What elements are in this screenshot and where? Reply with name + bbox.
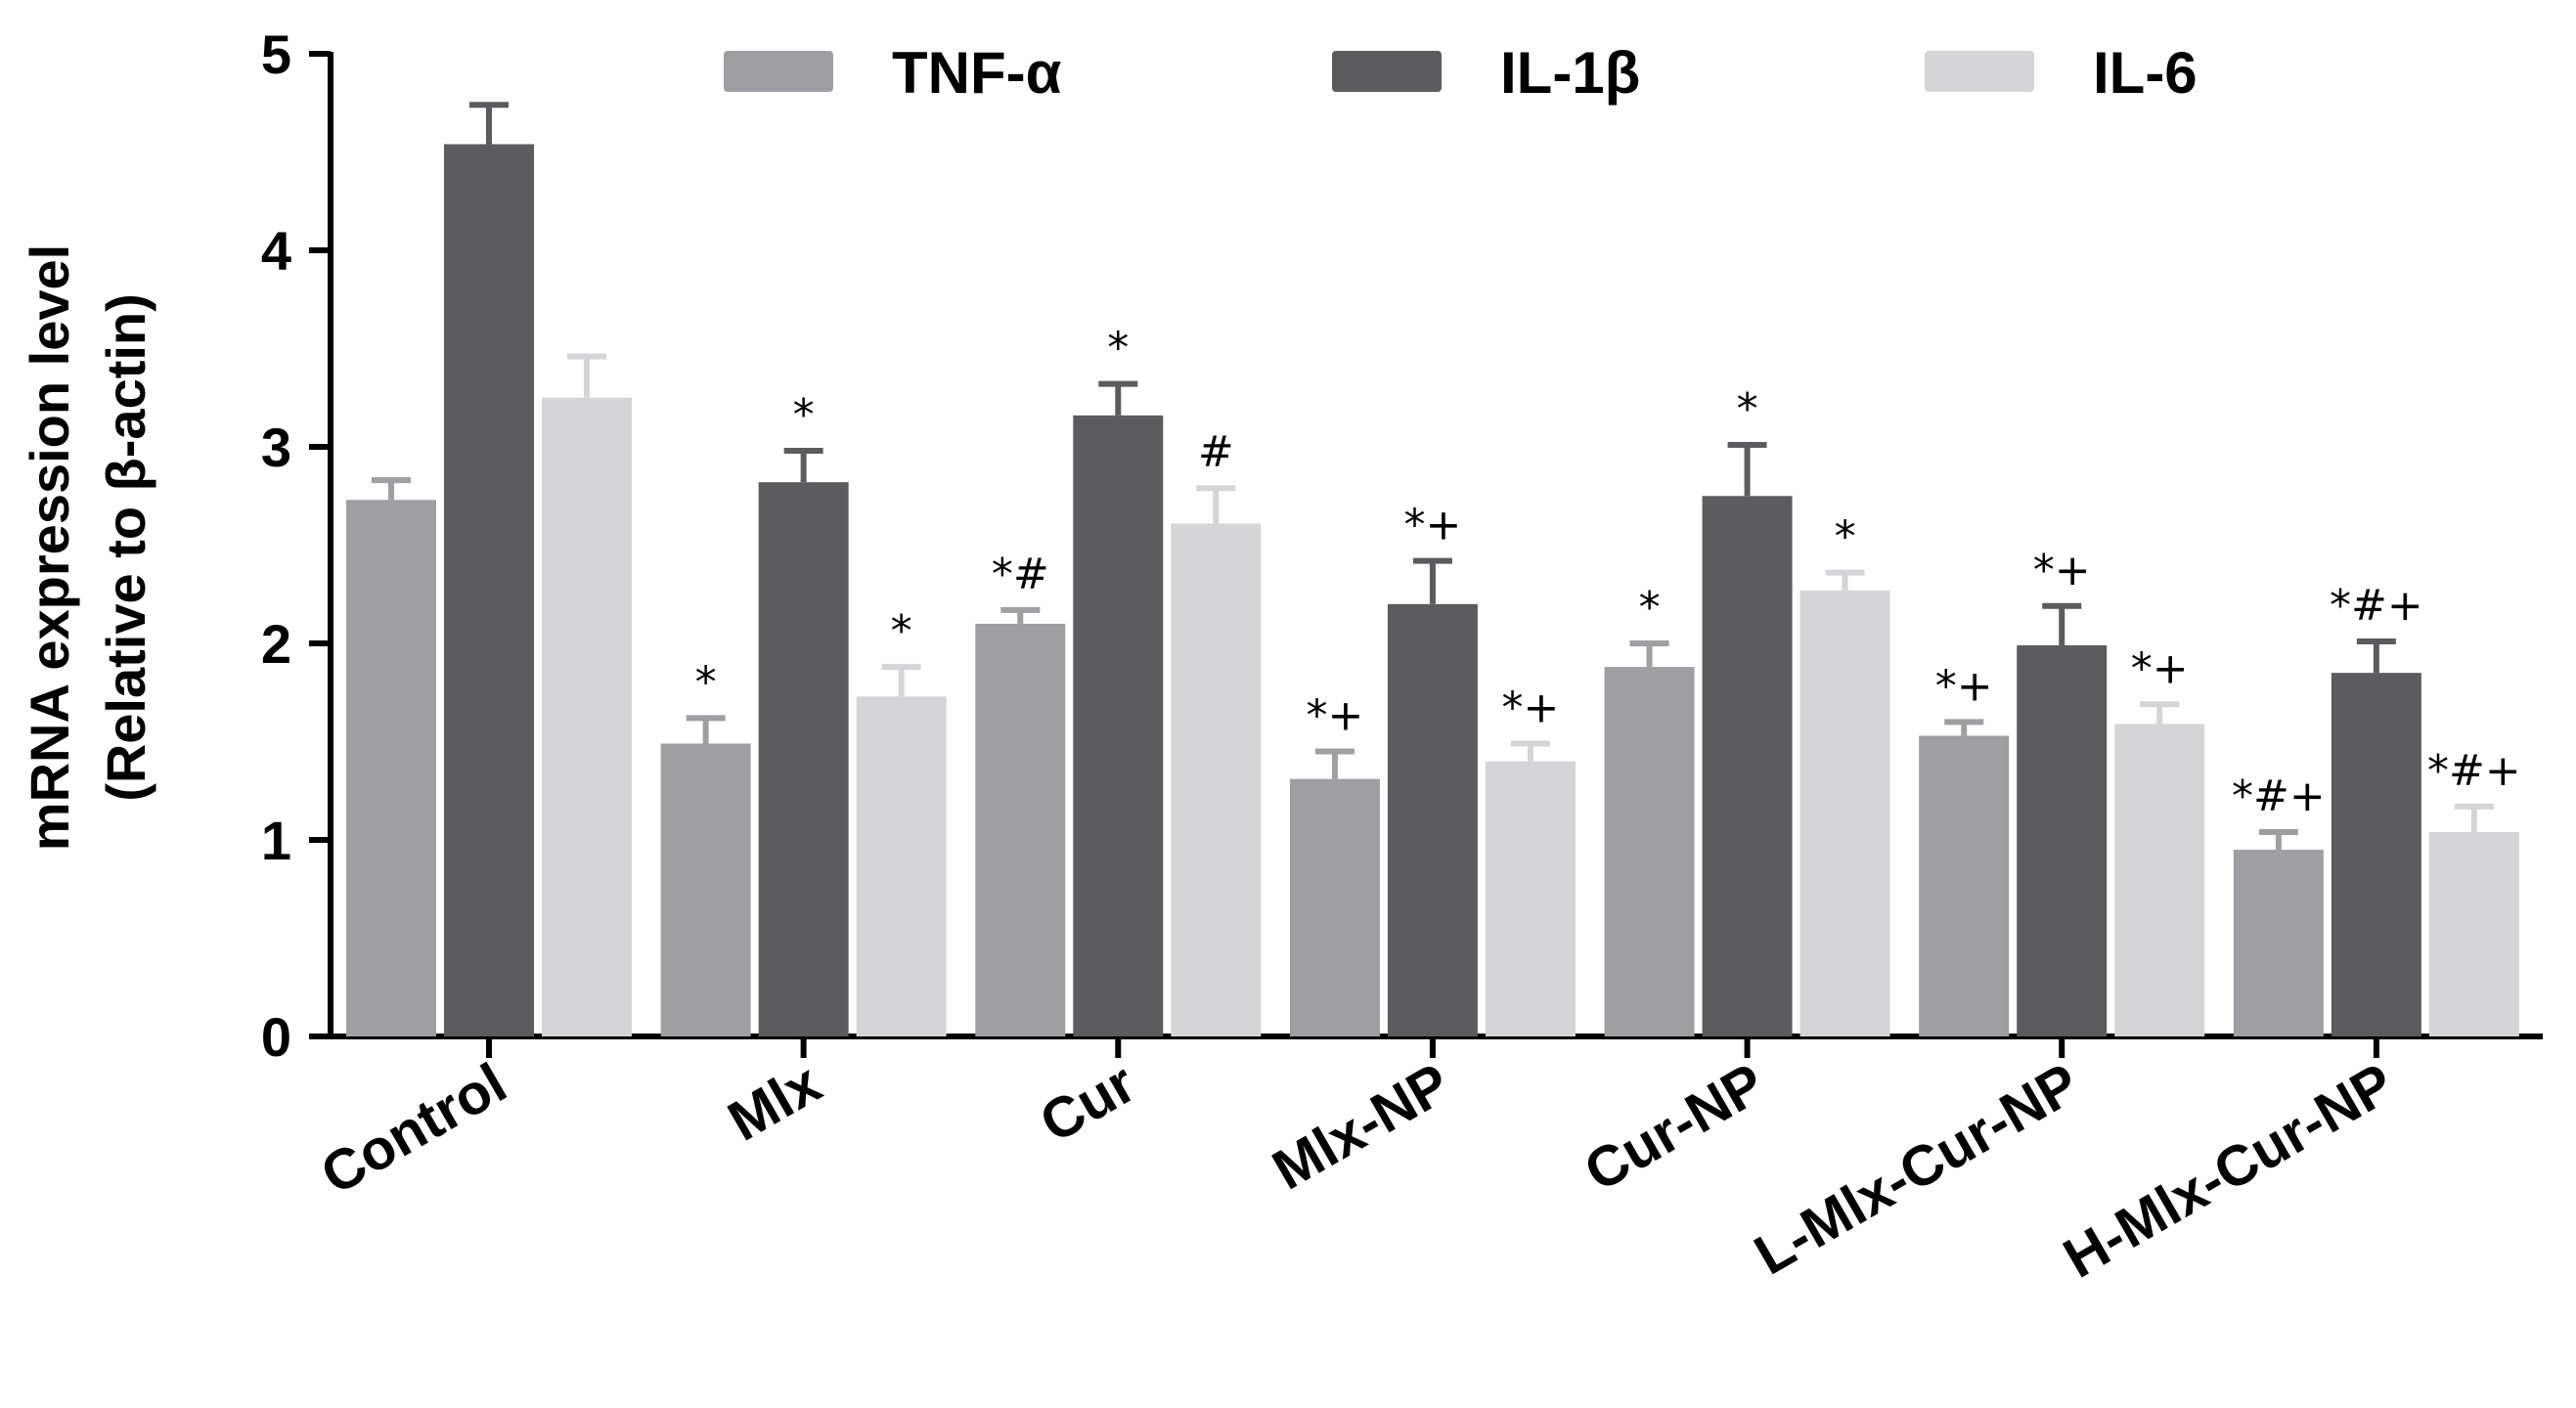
bar bbox=[975, 623, 1066, 1036]
significance-mark: * bbox=[891, 606, 912, 656]
significance-marks: ****#*#*+*+*+****+*+*+*#+*#+*#+ bbox=[695, 324, 2521, 821]
y-tick-label: 5 bbox=[261, 23, 291, 85]
y-axis-title: mRNA expression level (Relative to β-act… bbox=[19, 244, 156, 851]
bar bbox=[346, 500, 436, 1036]
category-label: Cur-NP bbox=[1575, 1051, 1776, 1204]
legend-label: TNF-α bbox=[892, 40, 1062, 106]
bar bbox=[2331, 673, 2421, 1036]
y-axis-title-line2: (Relative to β-actin) bbox=[95, 293, 156, 802]
bar bbox=[1919, 735, 2010, 1036]
bar bbox=[444, 144, 534, 1036]
bar bbox=[2233, 850, 2324, 1036]
significance-mark: *#+ bbox=[2232, 771, 2326, 821]
category-label: H-Mlx-Cur-NP bbox=[2053, 1051, 2404, 1291]
bar bbox=[1485, 761, 1576, 1036]
significance-mark: *+ bbox=[1935, 661, 1993, 711]
bar bbox=[758, 482, 849, 1036]
significance-mark: *#+ bbox=[2330, 581, 2423, 631]
bar bbox=[1604, 667, 1695, 1036]
bar bbox=[660, 743, 751, 1036]
y-axis-title-line1: mRNA expression level bbox=[19, 244, 80, 851]
bar bbox=[1799, 590, 1890, 1036]
significance-mark: * bbox=[1639, 583, 1661, 633]
significance-mark: *+ bbox=[2131, 643, 2189, 693]
category-label: Control bbox=[310, 1051, 516, 1207]
bar bbox=[1702, 496, 1793, 1036]
significance-mark: *#+ bbox=[2427, 746, 2521, 796]
y-tick-label: 3 bbox=[261, 417, 291, 478]
significance-mark: * bbox=[1737, 384, 1758, 434]
error-bars bbox=[372, 102, 2494, 851]
bar bbox=[2428, 831, 2519, 1036]
significance-mark: # bbox=[1198, 427, 1234, 477]
category-labels: Control Mlx Cur Mlx-NP Cur-NPL-Mlx-Cur-NPH-M… bbox=[310, 1051, 2404, 1291]
significance-mark: *+ bbox=[1403, 501, 1461, 550]
legend-swatch bbox=[724, 51, 833, 92]
y-tick-label: 1 bbox=[261, 810, 291, 871]
legend-label: IL-6 bbox=[2093, 40, 2198, 106]
legend-label: IL-1β bbox=[1500, 40, 1640, 106]
category-label: Mlx bbox=[718, 1051, 831, 1154]
significance-mark: * bbox=[1107, 324, 1129, 374]
category-label: Mlx-NP bbox=[1263, 1051, 1461, 1203]
bar bbox=[1387, 603, 1478, 1036]
significance-mark: *# bbox=[992, 550, 1049, 599]
bar bbox=[542, 397, 632, 1036]
y-tick-label: 0 bbox=[261, 1006, 291, 1068]
bars bbox=[346, 144, 2519, 1037]
significance-mark: * bbox=[1835, 512, 1856, 562]
legend: TNF-α IL-1β IL-6 bbox=[724, 40, 2198, 106]
significance-mark: * bbox=[793, 390, 815, 440]
y-tick-label: 4 bbox=[261, 220, 291, 282]
bar bbox=[1171, 523, 1262, 1036]
bar bbox=[856, 696, 947, 1036]
significance-mark: *+ bbox=[1306, 691, 1363, 741]
category-label: Cur bbox=[1030, 1051, 1146, 1155]
significance-mark: *+ bbox=[2033, 546, 2091, 595]
legend-swatch bbox=[1332, 51, 1442, 92]
significance-mark: * bbox=[695, 657, 717, 707]
y-tick-label: 2 bbox=[261, 613, 291, 675]
bar bbox=[2114, 724, 2205, 1036]
bar bbox=[1289, 778, 1380, 1036]
legend-swatch bbox=[1925, 51, 2034, 92]
significance-mark: *+ bbox=[1501, 683, 1559, 733]
category-label: L-Mlx-Cur-NP bbox=[1744, 1051, 2089, 1288]
bar bbox=[1073, 415, 1164, 1037]
bar bbox=[2017, 645, 2108, 1036]
